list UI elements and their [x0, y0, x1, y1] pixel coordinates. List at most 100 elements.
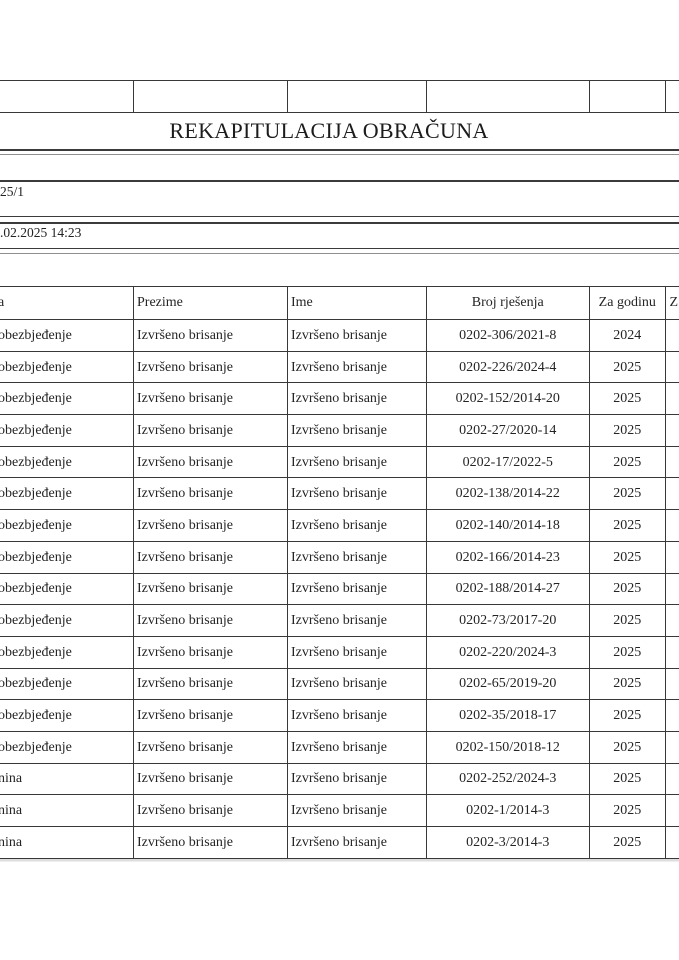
table-row: obezbjeđenje Izvršeno brisanje Izvršeno … [0, 383, 679, 416]
cell-vrsta: obezbjeđenje [0, 486, 72, 502]
cell-ime: Izvršeno brisanje [287, 763, 426, 795]
cell-prezime: Izvršeno brisanje [133, 446, 287, 478]
cell-vrsta: obezbjeđenje [0, 739, 72, 755]
horizontal-rule [0, 252, 679, 254]
cell-right-clipped [664, 573, 679, 605]
cell-za-godinu: 2025 [589, 383, 665, 415]
cell-prezime: Izvršeno brisanje [133, 415, 287, 446]
cell-ime: Izvršeno brisanje [287, 383, 426, 415]
cell-ime: Izvršeno brisanje [287, 605, 426, 636]
cell-prezime: Izvršeno brisanje [133, 510, 287, 541]
cell-za-godinu: 2025 [589, 510, 665, 541]
column-header-prezime: Prezime [133, 286, 287, 319]
cell-prezime: Izvršeno brisanje [133, 478, 287, 510]
cell-broj-rjesenja: 0202-27/2020-14 [425, 415, 590, 446]
cell-vrsta: nina [0, 803, 23, 819]
cell-right-clipped [664, 700, 679, 731]
cell-broj-rjesenja: 0202-150/2018-12 [425, 731, 590, 763]
column-header-vrsta-fragment: a [0, 295, 5, 311]
cell-prezime: Izvršeno brisanje [133, 636, 287, 668]
cell-vrsta: obezbjeđenje [0, 708, 72, 724]
cell-prezime: Izvršeno brisanje [133, 731, 287, 763]
cell-prezime: Izvršeno brisanje [133, 573, 287, 605]
table-row: obezbjeđenje Izvršeno brisanje Izvršeno … [0, 541, 679, 574]
horizontal-rule [0, 180, 679, 182]
cell-ime: Izvršeno brisanje [287, 700, 426, 731]
cell-right-clipped [664, 510, 679, 541]
cell-ime: Izvršeno brisanje [287, 320, 426, 351]
cell-ime: Izvršeno brisanje [287, 827, 426, 858]
cell-prezime: Izvršeno brisanje [133, 351, 287, 383]
cell-prezime: Izvršeno brisanje [133, 700, 287, 731]
table-row: obezbjeđenje Izvršeno brisanje Izvršeno … [0, 668, 679, 701]
table-row: obezbjeđenje Izvršeno brisanje Izvršeno … [0, 415, 679, 447]
cell-ime: Izvršeno brisanje [287, 510, 426, 541]
cell-ime: Izvršeno brisanje [287, 668, 426, 700]
cell-prezime: Izvršeno brisanje [133, 668, 287, 700]
cell-prezime: Izvršeno brisanje [133, 541, 287, 573]
cell-za-godinu: 2025 [589, 541, 665, 573]
cell-ime: Izvršeno brisanje [287, 478, 426, 510]
cell-vrsta: obezbjeđenje [0, 613, 72, 629]
cell-broj-rjesenja: 0202-188/2014-27 [425, 573, 590, 605]
cell-right-clipped [664, 605, 679, 636]
table-row: obezbjeđenje Izvršeno brisanje Izvršeno … [0, 446, 679, 479]
table-row: obezbjeđenje Izvršeno brisanje Izvršeno … [0, 351, 679, 384]
cell-broj-rjesenja: 0202-306/2021-8 [425, 320, 590, 351]
table-row: obezbjeđenje Izvršeno brisanje Izvršeno … [0, 510, 679, 542]
cell-ime: Izvršeno brisanje [287, 795, 426, 826]
cell-broj-rjesenja: 0202-220/2024-3 [425, 636, 590, 668]
cell-za-godinu: 2025 [589, 763, 665, 795]
cell-za-godinu: 2025 [589, 415, 665, 446]
horizontal-rule [0, 222, 679, 224]
table-row: nina Izvršeno brisanje Izvršeno brisanje… [0, 827, 679, 859]
cell-broj-rjesenja: 0202-3/2014-3 [425, 827, 590, 858]
empty-header-cell [664, 81, 679, 112]
horizontal-rule [0, 247, 679, 250]
results-table: a Prezime Ime Broj rješenja Za godinu Z … [0, 285, 679, 859]
table-row: obezbjeđenje Izvršeno brisanje Izvršeno … [0, 573, 679, 606]
table-row: nina Izvršeno brisanje Izvršeno brisanje… [0, 795, 679, 827]
cell-vrsta: obezbjeđenje [0, 327, 72, 343]
cell-broj-rjesenja: 0202-138/2014-22 [425, 478, 590, 510]
table-row: obezbjeđenje Izvršeno brisanje Izvršeno … [0, 320, 679, 352]
cell-vrsta: obezbjeđenje [0, 454, 72, 470]
cell-broj-rjesenja: 0202-140/2014-18 [425, 510, 590, 541]
cell-prezime: Izvršeno brisanje [133, 763, 287, 795]
cell-vrsta: obezbjeđenje [0, 549, 72, 565]
cell-right-clipped [664, 541, 679, 573]
cell-broj-rjesenja: 0202-1/2014-3 [425, 795, 590, 826]
page-title: REKAPITULACIJA OBRAČUNA [169, 118, 489, 143]
cell-za-godinu: 2025 [589, 700, 665, 731]
empty-header-cell [425, 81, 590, 112]
cell-vrsta: obezbjeđenje [0, 644, 72, 660]
reference-number-fragment: 25/1 [0, 184, 25, 199]
cell-ime: Izvršeno brisanje [287, 351, 426, 383]
cell-right-clipped [664, 351, 679, 383]
cell-za-godinu: 2025 [589, 731, 665, 763]
cell-right-clipped [664, 446, 679, 478]
cell-ime: Izvršeno brisanje [287, 541, 426, 573]
cell-ime: Izvršeno brisanje [287, 731, 426, 763]
cell-vrsta: nina [0, 834, 23, 850]
table-row: obezbjeđenje Izvršeno brisanje Izvršeno … [0, 636, 679, 669]
cell-broj-rjesenja: 0202-166/2014-23 [425, 541, 590, 573]
empty-header-cell [0, 81, 133, 112]
cell-vrsta: obezbjeđenje [0, 676, 72, 692]
cell-vrsta: obezbjeđenje [0, 581, 72, 597]
column-header-ime: Ime [287, 286, 426, 319]
cell-right-clipped [664, 478, 679, 510]
empty-header-cell [133, 81, 287, 112]
cell-right-clipped [664, 383, 679, 415]
cell-ime: Izvršeno brisanje [287, 446, 426, 478]
cell-broj-rjesenja: 0202-226/2024-4 [425, 351, 590, 383]
table-header-row: a Prezime Ime Broj rješenja Za godinu Z [0, 286, 679, 320]
cell-za-godinu: 2025 [589, 351, 665, 383]
cell-right-clipped [664, 636, 679, 668]
empty-header-cell [287, 81, 426, 112]
cell-za-godinu: 2025 [589, 478, 665, 510]
cell-prezime: Izvršeno brisanje [133, 605, 287, 636]
cell-right-clipped [664, 827, 679, 858]
cell-za-godinu: 2025 [589, 446, 665, 478]
